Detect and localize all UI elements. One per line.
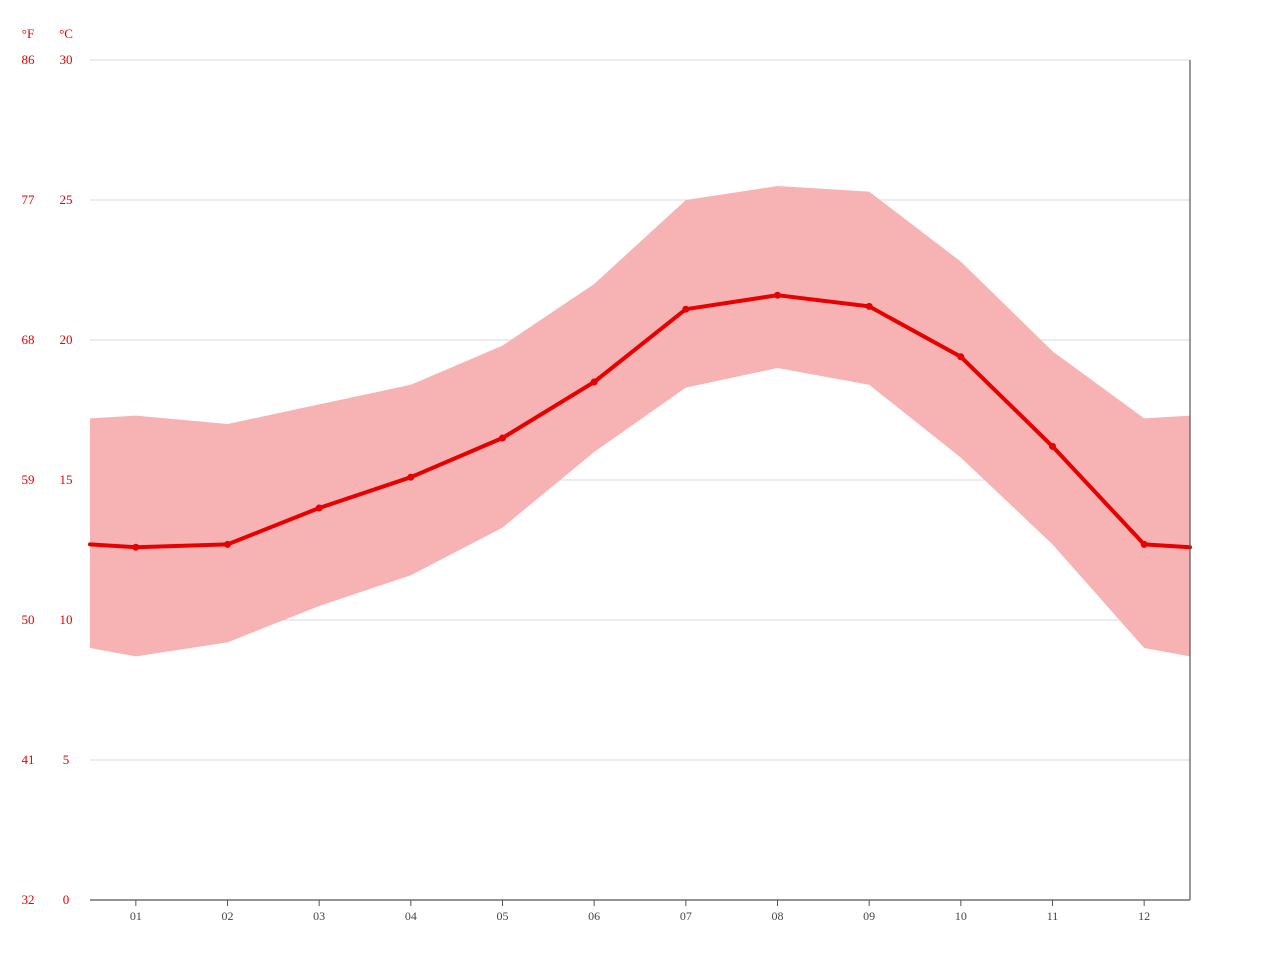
ytick-celsius: 20 [60,332,73,347]
ytick-celsius: 5 [63,752,70,767]
xtick-label: 04 [405,909,417,923]
ytick-fahrenheit: 68 [22,332,35,347]
mean-point [682,306,689,313]
xtick-label: 10 [955,909,967,923]
xtick-label: 07 [680,909,692,923]
ytick-celsius: 0 [63,892,70,907]
xtick-label: 03 [313,909,325,923]
chart-svg: 01 02 03 04 05 06 07 08 09 10 11 12 0 32 5 41 10 50 15 59 20… [0,0,1280,960]
xtick-label: 08 [772,909,784,923]
xtick-label: 12 [1138,909,1150,923]
xtick-label: 02 [222,909,234,923]
mean-point [224,541,231,548]
mean-point [499,435,506,442]
mean-point [1141,541,1148,548]
ytick-celsius: 25 [60,192,73,207]
celsius-header: °C [59,26,73,41]
mean-point [1049,443,1056,450]
temperature-chart: 01 02 03 04 05 06 07 08 09 10 11 12 0 32 5 41 10 50 15 59 20… [0,0,1280,960]
ytick-fahrenheit: 77 [22,192,36,207]
mean-point [132,544,139,551]
mean-point [591,379,598,386]
xtick-label: 01 [130,909,142,923]
xtick-label: 05 [497,909,509,923]
ytick-fahrenheit: 50 [22,612,35,627]
ytick-celsius: 15 [60,472,73,487]
ytick-celsius: 10 [60,612,73,627]
ytick-fahrenheit: 41 [22,752,35,767]
ytick-fahrenheit: 86 [22,52,36,67]
fahrenheit-header: °F [22,26,34,41]
xtick-label: 09 [863,909,875,923]
ytick-fahrenheit: 32 [22,892,35,907]
mean-point [407,474,414,481]
ytick-celsius: 30 [60,52,73,67]
ytick-fahrenheit: 59 [22,472,35,487]
mean-point [316,505,323,512]
mean-point [866,303,873,310]
mean-point [957,353,964,360]
xtick-label: 06 [588,909,600,923]
xtick-label: 11 [1047,909,1059,923]
mean-point [774,292,781,299]
